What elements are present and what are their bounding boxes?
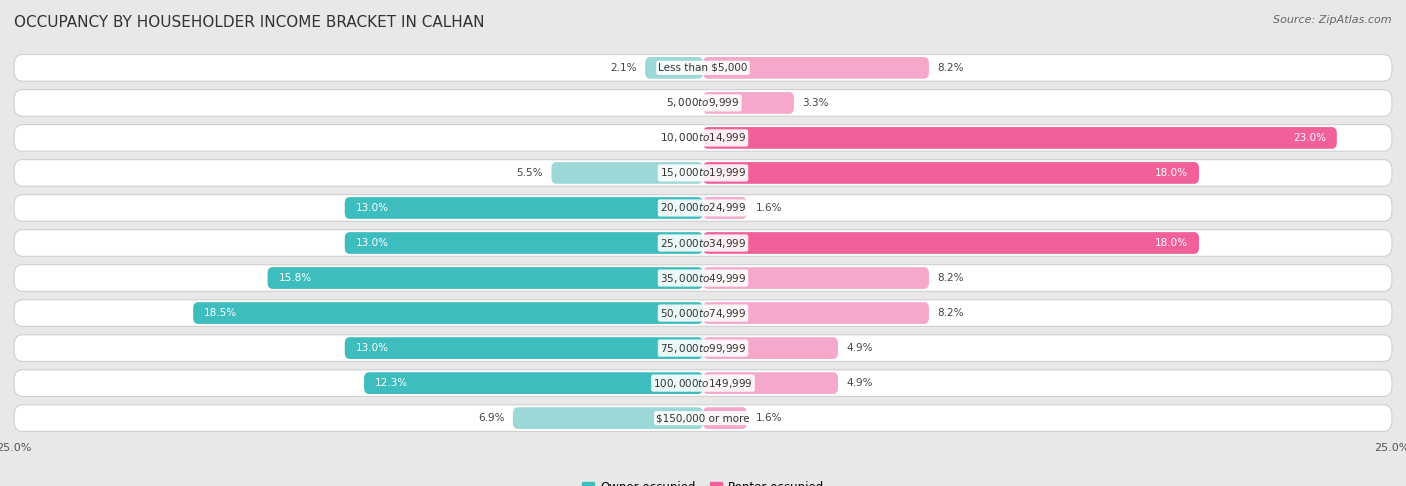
Text: $50,000 to $74,999: $50,000 to $74,999 [659, 307, 747, 320]
FancyBboxPatch shape [14, 265, 1392, 291]
Text: 13.0%: 13.0% [356, 238, 389, 248]
FancyBboxPatch shape [551, 162, 703, 184]
FancyBboxPatch shape [14, 230, 1392, 256]
FancyBboxPatch shape [14, 54, 1392, 81]
Text: $75,000 to $99,999: $75,000 to $99,999 [659, 342, 747, 355]
Text: $20,000 to $24,999: $20,000 to $24,999 [659, 202, 747, 214]
FancyBboxPatch shape [267, 267, 703, 289]
Text: 23.0%: 23.0% [1292, 133, 1326, 143]
FancyBboxPatch shape [14, 89, 1392, 116]
FancyBboxPatch shape [703, 127, 1337, 149]
FancyBboxPatch shape [14, 370, 1392, 397]
FancyBboxPatch shape [703, 197, 747, 219]
Text: 15.8%: 15.8% [278, 273, 312, 283]
Text: 13.0%: 13.0% [356, 343, 389, 353]
Text: 8.2%: 8.2% [938, 308, 963, 318]
FancyBboxPatch shape [703, 162, 1199, 184]
Text: OCCUPANCY BY HOUSEHOLDER INCOME BRACKET IN CALHAN: OCCUPANCY BY HOUSEHOLDER INCOME BRACKET … [14, 15, 485, 30]
FancyBboxPatch shape [364, 372, 703, 394]
FancyBboxPatch shape [703, 267, 929, 289]
Legend: Owner-occupied, Renter-occupied: Owner-occupied, Renter-occupied [582, 481, 824, 486]
Text: 0.0%: 0.0% [669, 98, 696, 108]
Text: 1.6%: 1.6% [755, 413, 782, 423]
Text: 8.2%: 8.2% [938, 273, 963, 283]
Text: 18.5%: 18.5% [204, 308, 238, 318]
Text: 8.2%: 8.2% [938, 63, 963, 73]
Text: 1.6%: 1.6% [755, 203, 782, 213]
FancyBboxPatch shape [14, 195, 1392, 221]
FancyBboxPatch shape [513, 407, 703, 429]
FancyBboxPatch shape [344, 337, 703, 359]
FancyBboxPatch shape [703, 92, 794, 114]
FancyBboxPatch shape [344, 232, 703, 254]
Text: 2.1%: 2.1% [610, 63, 637, 73]
FancyBboxPatch shape [645, 57, 703, 79]
Text: 18.0%: 18.0% [1154, 238, 1188, 248]
FancyBboxPatch shape [14, 335, 1392, 362]
Text: $100,000 to $149,999: $100,000 to $149,999 [654, 377, 752, 390]
FancyBboxPatch shape [703, 302, 929, 324]
Text: 3.3%: 3.3% [803, 98, 828, 108]
Text: $10,000 to $14,999: $10,000 to $14,999 [659, 131, 747, 144]
FancyBboxPatch shape [703, 57, 929, 79]
FancyBboxPatch shape [703, 337, 838, 359]
FancyBboxPatch shape [14, 300, 1392, 327]
Text: $25,000 to $34,999: $25,000 to $34,999 [659, 237, 747, 249]
FancyBboxPatch shape [14, 405, 1392, 432]
Text: 4.9%: 4.9% [846, 378, 873, 388]
Text: Less than $5,000: Less than $5,000 [658, 63, 748, 73]
Text: $15,000 to $19,999: $15,000 to $19,999 [659, 166, 747, 179]
Text: 13.0%: 13.0% [356, 203, 389, 213]
FancyBboxPatch shape [703, 232, 1199, 254]
Text: 4.9%: 4.9% [846, 343, 873, 353]
FancyBboxPatch shape [344, 197, 703, 219]
Text: Source: ZipAtlas.com: Source: ZipAtlas.com [1274, 15, 1392, 25]
Text: 12.3%: 12.3% [375, 378, 408, 388]
FancyBboxPatch shape [703, 407, 747, 429]
Text: 6.9%: 6.9% [478, 413, 505, 423]
FancyBboxPatch shape [14, 124, 1392, 151]
Text: 0.0%: 0.0% [669, 133, 696, 143]
FancyBboxPatch shape [14, 159, 1392, 186]
FancyBboxPatch shape [193, 302, 703, 324]
Text: 5.5%: 5.5% [516, 168, 543, 178]
Text: $150,000 or more: $150,000 or more [657, 413, 749, 423]
FancyBboxPatch shape [703, 372, 838, 394]
Text: $5,000 to $9,999: $5,000 to $9,999 [666, 96, 740, 109]
Text: 18.0%: 18.0% [1154, 168, 1188, 178]
Text: $35,000 to $49,999: $35,000 to $49,999 [659, 272, 747, 284]
